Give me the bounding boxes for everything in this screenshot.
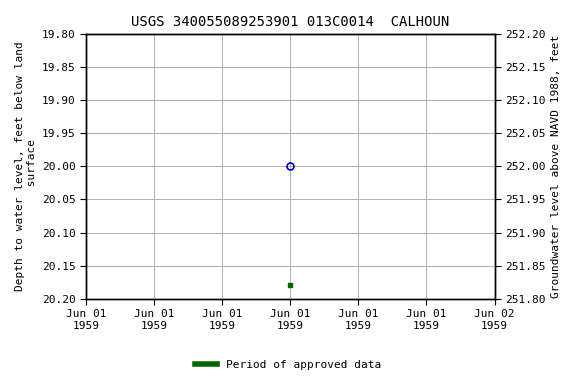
- Y-axis label: Depth to water level, feet below land
 surface: Depth to water level, feet below land su…: [15, 41, 37, 291]
- Legend: Period of approved data: Period of approved data: [191, 356, 385, 375]
- Y-axis label: Groundwater level above NAVD 1988, feet: Groundwater level above NAVD 1988, feet: [551, 35, 561, 298]
- Title: USGS 340055089253901 013C0014  CALHOUN: USGS 340055089253901 013C0014 CALHOUN: [131, 15, 449, 29]
